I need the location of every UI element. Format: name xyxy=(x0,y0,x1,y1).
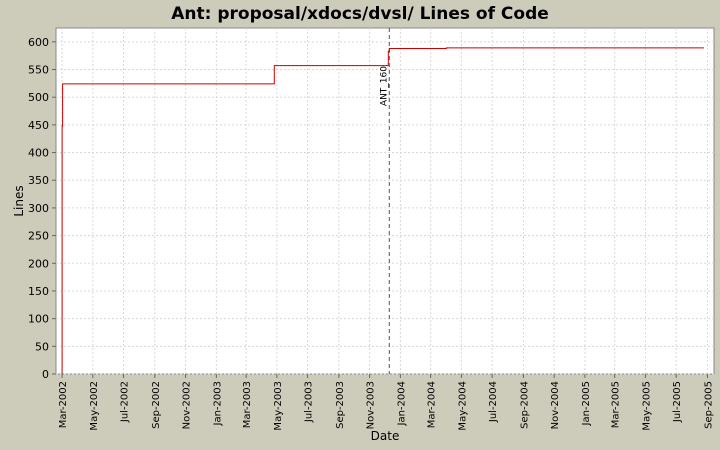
x-tick-label: May-2002 xyxy=(89,381,100,431)
x-tick-label: Sep-2003 xyxy=(335,381,346,429)
x-tick-label: Sep-2004 xyxy=(519,381,530,429)
annotation-layer: ANT_160 xyxy=(379,28,390,374)
plot-area xyxy=(55,27,715,375)
x-tick-label: Jul-2002 xyxy=(120,381,131,423)
annotation-label: ANT_160 xyxy=(379,66,389,106)
x-tick-label: Mar-2004 xyxy=(427,381,438,428)
y-tick-label: 500 xyxy=(28,91,49,104)
y-tick-label: 450 xyxy=(28,119,49,132)
x-tick-label: Jan-2004 xyxy=(396,381,407,426)
y-tick-label: 600 xyxy=(28,36,49,49)
y-tick-label: 300 xyxy=(28,202,49,215)
series-layer xyxy=(61,47,704,374)
y-tick-label: 50 xyxy=(35,340,49,353)
x-axis-label: Date xyxy=(371,429,400,443)
x-tick-label: Jul-2004 xyxy=(488,381,499,423)
y-tick-label: 200 xyxy=(28,257,49,270)
x-tick-label: Sep-2002 xyxy=(151,381,162,429)
x-tick-label: Nov-2003 xyxy=(366,381,377,429)
y-tick-label: 0 xyxy=(42,368,49,381)
x-tick-label: Nov-2002 xyxy=(182,381,193,429)
series-line xyxy=(61,47,704,374)
y-tick-label: 550 xyxy=(28,64,49,77)
x-tick-label: Sep-2005 xyxy=(703,381,714,429)
x-tick-label: May-2003 xyxy=(273,381,284,431)
y-tick-label: 150 xyxy=(28,285,49,298)
x-tick-label: Nov-2004 xyxy=(550,381,561,429)
x-tick-label: Jul-2005 xyxy=(672,381,683,423)
y-tick-label: 250 xyxy=(28,230,49,243)
x-tick-label: Jan-2005 xyxy=(581,381,592,426)
y-tick-label: 400 xyxy=(28,147,49,160)
y-tick-label: 350 xyxy=(28,174,49,187)
axes-layer: 0 50 100 150 200 250 300 350 400 450 500 550 600 Mar-… xyxy=(28,36,714,431)
chart-title: Ant: proposal/xdocs/dvsl/ Lines of Code xyxy=(171,4,549,24)
y-tick-label: 100 xyxy=(28,313,49,326)
y-axis-label: Lines xyxy=(12,185,26,216)
x-tick-label: Mar-2003 xyxy=(242,381,253,428)
x-tick-label: Mar-2002 xyxy=(58,381,69,428)
grid-layer xyxy=(56,28,714,375)
x-tick-label: Mar-2005 xyxy=(611,381,622,428)
x-tick-label: May-2004 xyxy=(457,381,468,431)
x-tick-label: Jan-2003 xyxy=(212,381,223,426)
x-tick-label: May-2005 xyxy=(641,381,652,431)
x-tick-label: Jul-2003 xyxy=(304,381,315,423)
